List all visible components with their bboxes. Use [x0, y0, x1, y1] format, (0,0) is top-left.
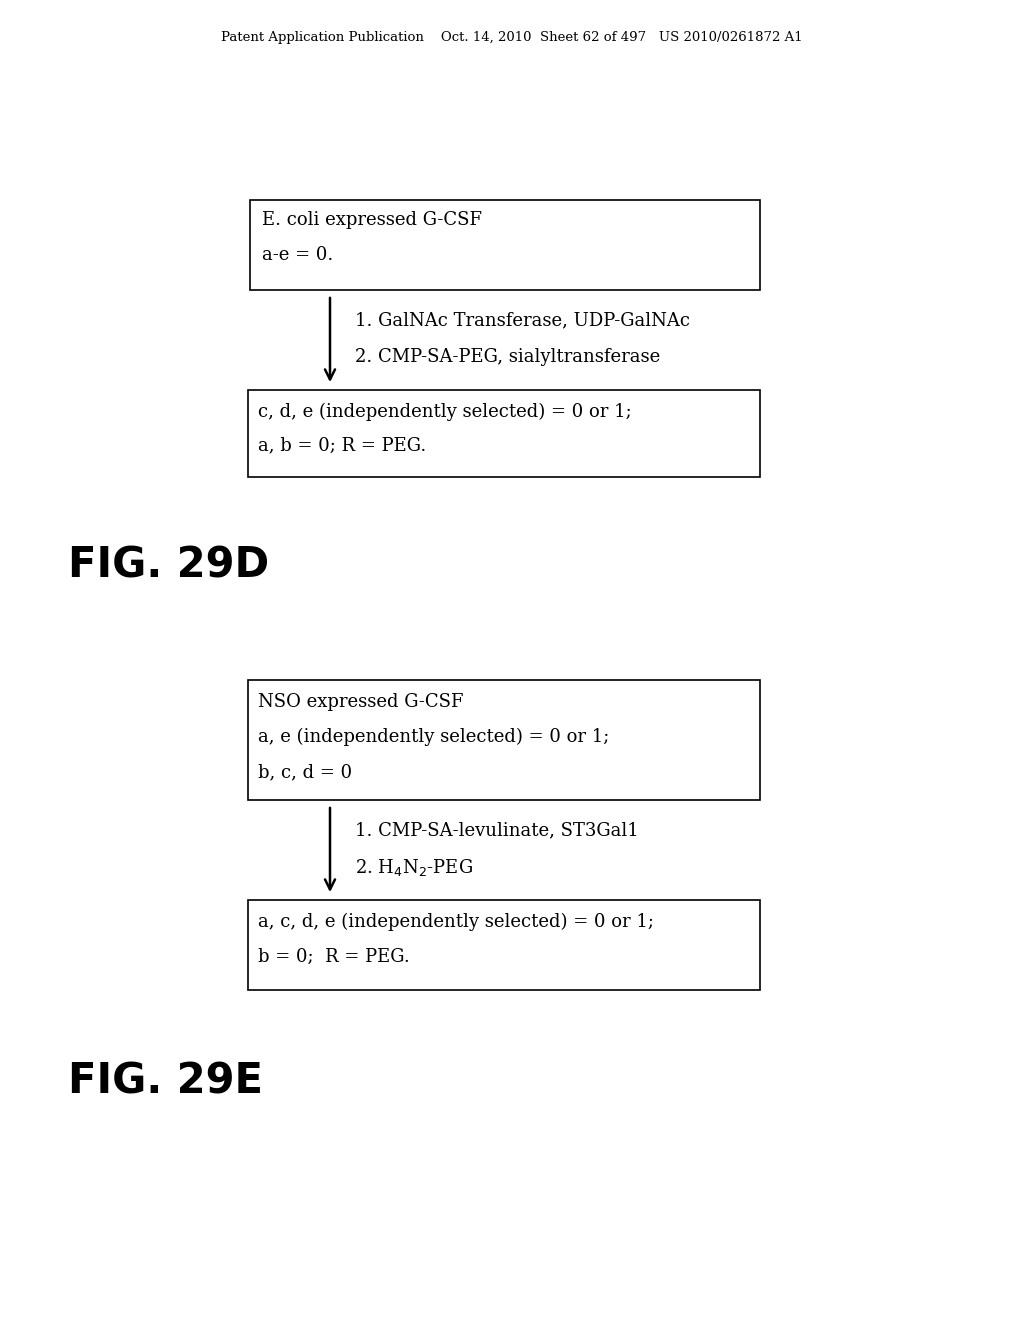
Text: a, e (independently selected) = 0 or 1;: a, e (independently selected) = 0 or 1; — [258, 727, 609, 746]
Text: b, c, d = 0: b, c, d = 0 — [258, 763, 352, 781]
Text: E. coli expressed G-CSF: E. coli expressed G-CSF — [262, 211, 482, 228]
Text: b = 0;  R = PEG.: b = 0; R = PEG. — [258, 948, 410, 966]
Text: a-e = 0.: a-e = 0. — [262, 246, 333, 264]
Text: Patent Application Publication    Oct. 14, 2010  Sheet 62 of 497   US 2010/02618: Patent Application Publication Oct. 14, … — [221, 32, 803, 45]
Text: a, b = 0; R = PEG.: a, b = 0; R = PEG. — [258, 436, 426, 454]
Text: c, d, e (independently selected) = 0 or 1;: c, d, e (independently selected) = 0 or … — [258, 403, 632, 421]
Text: 2. CMP-SA-PEG, sialyltransferase: 2. CMP-SA-PEG, sialyltransferase — [355, 348, 660, 366]
Text: FIG. 29D: FIG. 29D — [68, 544, 269, 586]
Text: 1. CMP-SA-levulinate, ST3Gal1: 1. CMP-SA-levulinate, ST3Gal1 — [355, 821, 639, 840]
Text: FIG. 29E: FIG. 29E — [68, 1061, 263, 1104]
Bar — [248, 900, 760, 990]
Bar — [248, 389, 760, 477]
Bar — [250, 201, 760, 290]
Text: 1. GalNAc Transferase, UDP-GalNAc: 1. GalNAc Transferase, UDP-GalNAc — [355, 312, 690, 329]
Text: 2. H$_4$N$_2$-PEG: 2. H$_4$N$_2$-PEG — [355, 857, 473, 878]
Bar — [248, 680, 760, 800]
Text: a, c, d, e (independently selected) = 0 or 1;: a, c, d, e (independently selected) = 0 … — [258, 913, 654, 931]
Text: NSO expressed G-CSF: NSO expressed G-CSF — [258, 693, 464, 711]
